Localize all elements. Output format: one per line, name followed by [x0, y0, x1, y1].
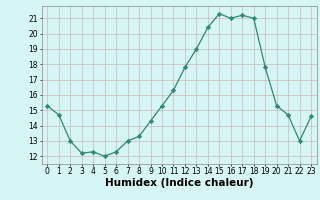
- X-axis label: Humidex (Indice chaleur): Humidex (Indice chaleur): [105, 178, 253, 188]
